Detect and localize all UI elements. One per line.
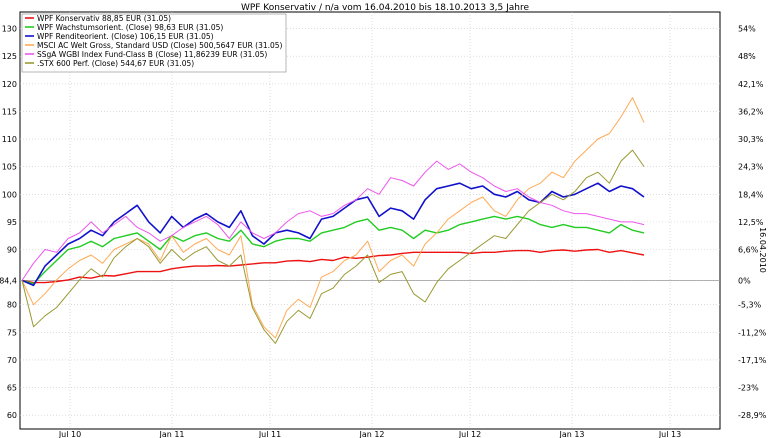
- y-right-tick-label: 12,5%: [738, 218, 764, 227]
- y-left-tick-label: 125: [2, 52, 17, 61]
- y-right-tick-label: 42,1%: [738, 80, 764, 89]
- series-layer: [21, 97, 645, 344]
- x-tick-label: Jul 10: [58, 430, 81, 438]
- x-tick-label: Jan 11: [158, 430, 184, 438]
- y-left-tick-label: 130: [2, 25, 17, 34]
- y-right-tick-label: 36,2%: [738, 107, 764, 116]
- y-right-tick-label: 48%: [738, 52, 756, 61]
- series-line-4: [21, 97, 645, 339]
- grid: [20, 12, 720, 429]
- y-right-tick-label: -28,9%: [738, 411, 767, 420]
- legend-entry: SSgA WGBI Index Fund-Class B (Close) 11,…: [37, 50, 267, 59]
- y-right-tick-label: 24,3%: [738, 163, 764, 172]
- x-tick-label: Jan 13: [558, 430, 584, 438]
- legend-box: [21, 13, 287, 73]
- y-right-tick-label: 30,3%: [738, 135, 764, 144]
- x-tick-label: Jan 12: [358, 430, 384, 438]
- y-right-tick-label: -5,3%: [738, 301, 762, 310]
- y-right-tick-label: -17,1%: [738, 356, 767, 365]
- y-left-tick-label: 120: [2, 80, 17, 89]
- x-tick-label: Jul 11: [258, 430, 281, 438]
- y-right-tick-label: 18,4%: [738, 190, 764, 199]
- axes: 130 54% 125 48% 120 42,1% 115 36,2% 110 30,3% 105 2…: [0, 25, 767, 438]
- y-left-tick-label: 115: [2, 107, 17, 116]
- y-left-tick-label: 75: [7, 328, 17, 337]
- y-left-tick-label: 70: [7, 356, 17, 365]
- legend-entry: WPF Renditeorient. (Close) 106,15 EUR (3…: [37, 32, 214, 41]
- y-right-tick-label: -23%: [738, 384, 759, 393]
- series-line-6: [21, 149, 645, 344]
- series-line-2: [21, 215, 645, 285]
- y-left-tick-label: 95: [7, 218, 17, 227]
- y-left-tick-label: 90: [7, 245, 17, 254]
- y-left-tick-label: 105: [2, 163, 17, 172]
- legend-entry: WPF Wachstumsorient. (Close) 98,63 EUR (…: [37, 23, 223, 32]
- legend-entry: WPF Konservativ 88,85 EUR (31.05): [37, 14, 171, 23]
- y-right-tick-label: 54%: [738, 25, 756, 34]
- y-left-tick-label: 80: [7, 301, 17, 310]
- y-right-tick-label: -11,2%: [738, 328, 767, 337]
- x-tick-label: Jul 12: [458, 430, 481, 438]
- y-left-tick-label: 60: [7, 411, 17, 420]
- y-left-tick-label: 84,4: [0, 276, 17, 285]
- y-left-tick-label: 110: [2, 135, 17, 144]
- legend: WPF Konservativ 88,85 EUR (31.05)WPF Wac…: [21, 13, 287, 73]
- y-left-tick-label: 100: [2, 190, 17, 199]
- y-right-tick-label: 0%: [738, 276, 751, 285]
- legend-entry: MSCI AC Welt Gross, Standard USD (Close)…: [37, 41, 283, 50]
- y-right-tick-label: 6,6%: [738, 245, 759, 254]
- right-axis-label: 16.04.2010: [758, 227, 767, 273]
- x-tick-label: Jul 13: [658, 430, 681, 438]
- chart-title: WPF Konservativ / n/a vom 16.04.2010 bis…: [241, 3, 530, 13]
- y-left-tick-label: 65: [7, 384, 17, 393]
- series-line-1: [21, 248, 645, 284]
- legend-entry: .STX 600 Perf. (Close) 544,67 EUR (31.05…: [37, 59, 194, 68]
